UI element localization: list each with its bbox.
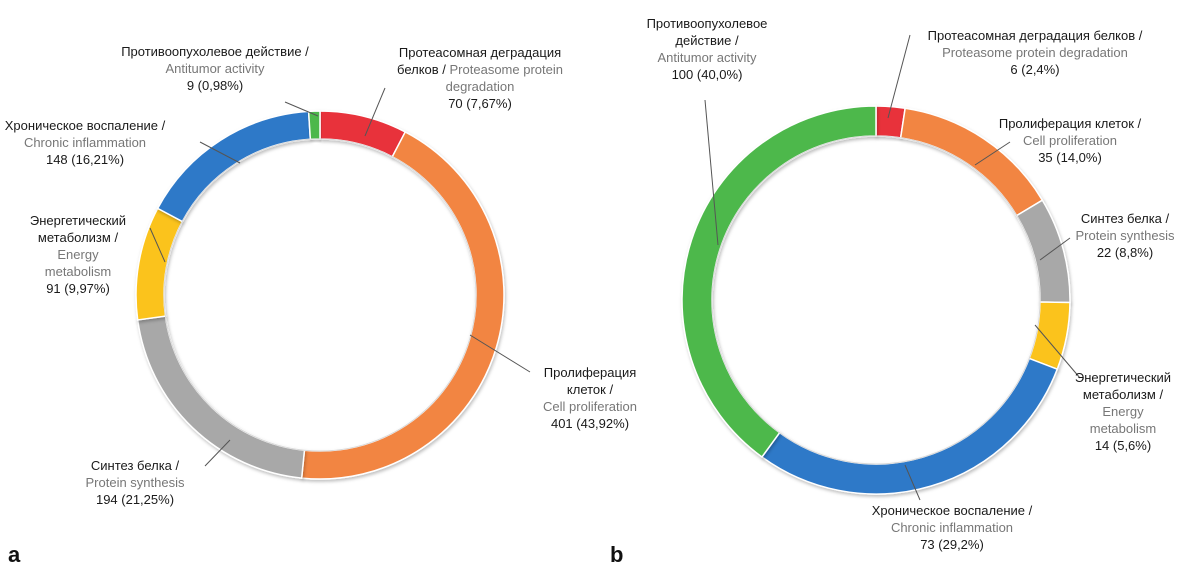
leader-line (364, 87, 386, 137)
slice-proteasome-protein-degradation (319, 110, 407, 158)
leader-line (904, 464, 921, 501)
svg-text:Противоопухолевое действие /An: Противоопухолевое действие / Antitumor ac… (121, 44, 309, 93)
label-chronic-inflammation: Хроническое воспаление / Chronic inflamma… (872, 464, 1033, 552)
svg-text:Хроническое воспаление /Chroni: Хроническое воспаление / Chronic inflamma… (872, 503, 1033, 552)
leader-line (887, 34, 911, 119)
label-cell-proliferation: Пролиферация клеток / Cell proliferation 3… (974, 116, 1142, 166)
leader-line (1034, 324, 1081, 379)
donut-chart-a: Протеасомная деградация белков / Proteaso… (5, 44, 637, 507)
label-cell-proliferation: Пролиферация клеток / Cell proliferation 40… (469, 334, 637, 431)
svg-text:Протеасомная деградация белков: Протеасомная деградация белков / Proteaso… (928, 28, 1143, 77)
svg-text:Синтез белка /Protein synthesi: Синтез белка / Protein synthesis 194 (21,2… (86, 458, 185, 507)
label-protein-synthesis: Синтез белка / Protein synthesis 22 (8,8%) (1039, 211, 1175, 261)
leader-line (204, 439, 231, 467)
leader-line (469, 334, 531, 373)
panel-label-b: b (610, 542, 623, 567)
svg-text:Пролиферация клеток /Cell prol: Пролиферация клеток / Cell proliferation 3… (999, 116, 1142, 165)
slice-antitumor-activity (307, 110, 321, 141)
label-energy-metabolism: Энергетический метаболизм / Energy metaboli… (30, 213, 166, 296)
svg-text:Синтез белка /Protein synthesi: Синтез белка / Protein synthesis 22 (8,8%) (1076, 211, 1175, 260)
leader-line (199, 141, 241, 164)
leader-line (284, 101, 319, 117)
label-chronic-inflammation: Хроническое воспаление / Chronic inflamma… (5, 118, 241, 167)
slice-chronic-inflammation (760, 357, 1059, 495)
label-energy-metabolism: Энергетический метаболизм / Energy metaboli… (1034, 324, 1171, 453)
donut-chart-b: Протеасомная деградация белков / Proteaso… (647, 16, 1175, 552)
inner-ring-edge (163, 138, 477, 452)
label-protein-synthesis: Синтез белка / Protein synthesis 194 (21,2… (86, 439, 231, 507)
panel-label-a: a (8, 542, 21, 567)
label-proteasome-protein-degradation: Протеасомная деградация белков / Proteaso… (364, 45, 563, 137)
slice-antitumor-activity (681, 105, 877, 458)
label-antitumor-activity: Противоопухолевое действие / Antitumor ac… (121, 44, 319, 117)
inner-ring-edge (711, 135, 1041, 465)
label-proteasome-protein-degradation: Протеасомная деградация белков / Proteaso… (887, 28, 1143, 119)
slice-energy-metabolism (135, 207, 184, 321)
leader-line (149, 227, 166, 263)
svg-text:Хроническое воспаление /Chroni: Хроническое воспаление / Chronic inflamma… (5, 118, 166, 167)
slice-chronic-inflammation (156, 110, 312, 223)
label-antitumor-activity: Противоопухолевое действие / Antitumor act… (647, 16, 768, 246)
slice-protein-synthesis (1015, 199, 1071, 304)
leader-line (974, 141, 1011, 166)
slice-protein-synthesis (136, 315, 306, 479)
leader-line (1039, 237, 1071, 261)
leader-line (704, 99, 719, 246)
